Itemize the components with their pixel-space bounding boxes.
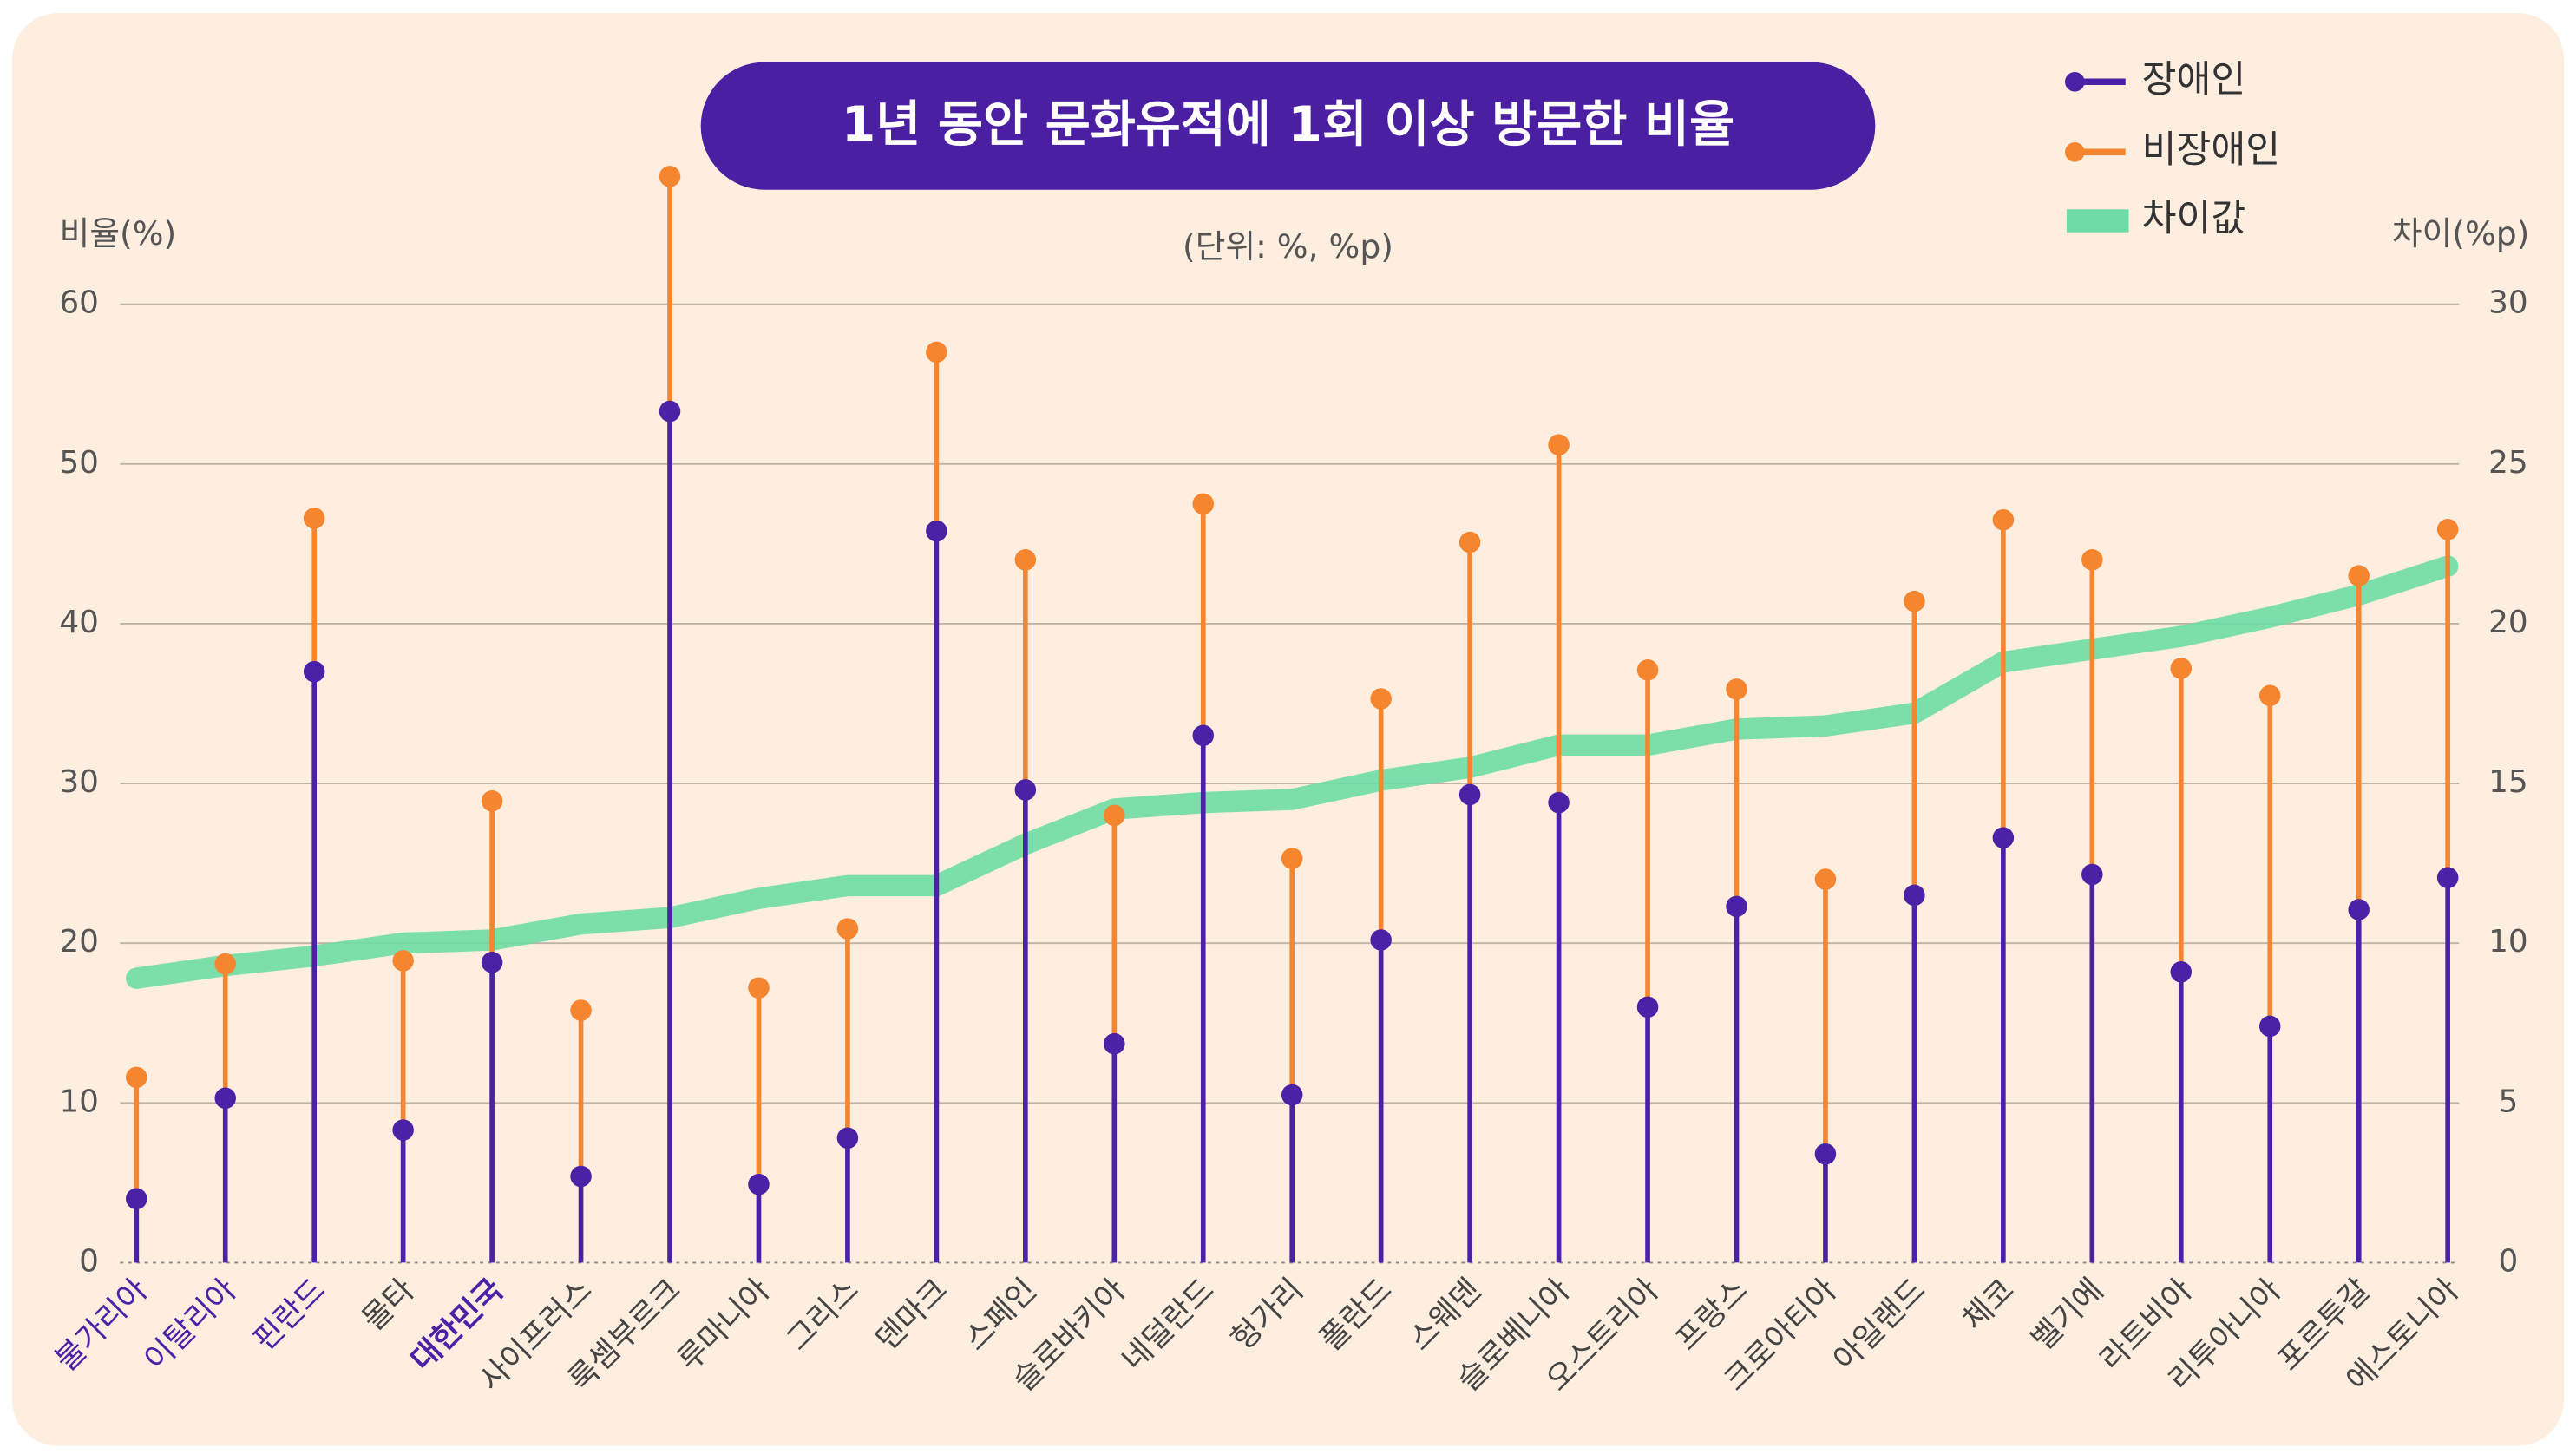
non-disabled-dot bbox=[836, 918, 859, 940]
non-disabled-dot bbox=[1192, 493, 1215, 515]
non-disabled-dot bbox=[659, 166, 681, 187]
legend-swatch bbox=[2066, 209, 2129, 233]
y-axis-label: 비율(%) bbox=[60, 214, 177, 252]
y2-tick-label: 25 bbox=[2488, 445, 2528, 481]
disabled-dot bbox=[1726, 895, 1747, 918]
disabled-dot bbox=[1192, 724, 1215, 747]
non-disabled-dot bbox=[2081, 549, 2103, 571]
y2-tick-label: 5 bbox=[2499, 1084, 2519, 1119]
disabled-dot bbox=[214, 1087, 236, 1110]
disabled-dot bbox=[1458, 783, 1481, 806]
legend-label: 장애인 bbox=[2142, 58, 2246, 102]
disabled-dot bbox=[1370, 929, 1392, 951]
disabled-dot bbox=[2258, 1015, 2281, 1038]
non-disabled-dot bbox=[481, 790, 503, 812]
background bbox=[11, 13, 2565, 1446]
disabled-dot bbox=[2436, 867, 2459, 888]
legend-label: 차이값 bbox=[2142, 197, 2246, 240]
y-tick-label: 20 bbox=[59, 924, 99, 960]
non-disabled-dot bbox=[1548, 434, 1570, 455]
non-disabled-dot bbox=[1370, 688, 1392, 710]
disabled-dot bbox=[2170, 961, 2193, 983]
non-disabled-dot bbox=[1458, 531, 1481, 553]
non-disabled-dot bbox=[748, 977, 770, 999]
non-disabled-dot bbox=[926, 341, 947, 364]
non-disabled-dot bbox=[392, 950, 414, 972]
y2-tick-label: 0 bbox=[2499, 1243, 2519, 1279]
legend-swatch-dot bbox=[2065, 71, 2085, 92]
y-tick-label: 30 bbox=[59, 764, 99, 800]
disabled-dot bbox=[1904, 884, 1925, 907]
difference-line bbox=[126, 555, 2459, 989]
disabled-dot bbox=[126, 1188, 147, 1210]
disabled-dot bbox=[836, 1127, 859, 1149]
y-tick-label: 60 bbox=[59, 285, 99, 321]
disabled-dot bbox=[1814, 1143, 1837, 1165]
disabled-dot bbox=[303, 660, 325, 683]
non-disabled-dot bbox=[2258, 684, 2281, 707]
non-disabled-dot bbox=[1814, 868, 1837, 890]
y2-axis-label: 차이(%p) bbox=[2392, 214, 2530, 252]
non-disabled-dot bbox=[214, 953, 236, 975]
disabled-dot bbox=[926, 520, 947, 542]
non-disabled-dot bbox=[126, 1066, 147, 1089]
non-disabled-dot bbox=[2348, 565, 2370, 586]
non-disabled-dot bbox=[1904, 590, 1925, 612]
disabled-dot bbox=[1281, 1084, 1303, 1106]
y-tick-label: 50 bbox=[59, 445, 99, 481]
chart-title: 1년 동안 문화유적에 1회 이상 방문한 비율 bbox=[842, 97, 1734, 154]
y2-tick-label: 10 bbox=[2488, 924, 2528, 960]
disabled-dot bbox=[2081, 863, 2103, 886]
non-disabled-dot bbox=[1104, 804, 1125, 827]
y-tick-label: 10 bbox=[59, 1084, 99, 1119]
non-disabled-dot bbox=[570, 999, 592, 1021]
non-disabled-dot bbox=[2170, 658, 2193, 679]
disabled-dot bbox=[1014, 779, 1037, 801]
non-disabled-dot bbox=[2436, 519, 2459, 540]
disabled-dot bbox=[2348, 899, 2370, 920]
subtitle: (단위: %, %p) bbox=[1183, 227, 1393, 265]
y2-tick-label: 20 bbox=[2488, 605, 2528, 640]
disabled-dot bbox=[392, 1119, 414, 1141]
disabled-dot bbox=[748, 1173, 770, 1195]
non-disabled-dot bbox=[1014, 549, 1037, 571]
disabled-dot bbox=[1104, 1032, 1125, 1055]
disabled-dot bbox=[1992, 827, 2015, 848]
legend-swatch-dot bbox=[2065, 142, 2085, 162]
legend-label: 비장애인 bbox=[2142, 128, 2281, 172]
disabled-dot bbox=[1636, 996, 1659, 1018]
y-tick-label: 40 bbox=[59, 605, 99, 640]
title-pill bbox=[700, 62, 1876, 190]
non-disabled-dot bbox=[1281, 848, 1303, 869]
y-tick-label: 0 bbox=[79, 1243, 99, 1279]
disabled-dot bbox=[659, 400, 681, 422]
disabled-dot bbox=[1548, 791, 1570, 814]
non-disabled-dot bbox=[303, 508, 325, 529]
non-disabled-dot bbox=[1636, 659, 1659, 681]
y2-tick-label: 30 bbox=[2488, 285, 2528, 321]
y2-tick-label: 15 bbox=[2488, 764, 2528, 800]
non-disabled-dot bbox=[1726, 678, 1747, 700]
non-disabled-dot bbox=[1992, 508, 2015, 531]
disabled-dot bbox=[481, 952, 503, 973]
disabled-dot bbox=[570, 1165, 592, 1188]
